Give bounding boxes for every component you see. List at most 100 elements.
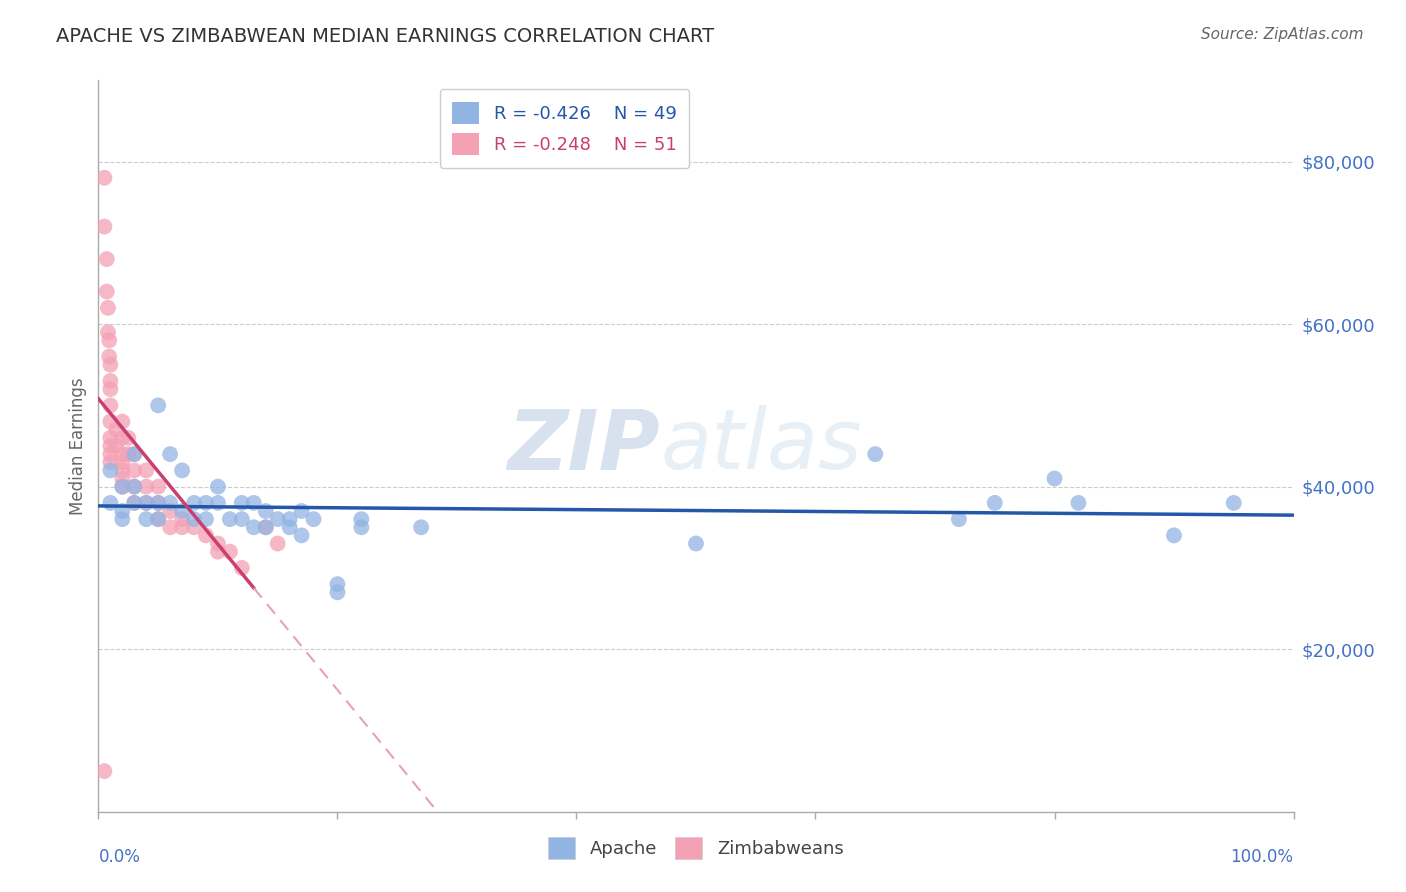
Point <box>219 544 242 558</box>
Point <box>326 585 349 599</box>
Point <box>135 496 157 510</box>
Point <box>983 496 1005 510</box>
Point <box>117 447 139 461</box>
Point <box>302 512 325 526</box>
Point <box>231 512 253 526</box>
Point <box>98 439 122 453</box>
Point <box>231 496 253 510</box>
Text: ZIP: ZIP <box>508 406 661 486</box>
Point <box>105 439 128 453</box>
Point <box>98 455 122 469</box>
Point <box>135 463 157 477</box>
Point <box>135 496 157 510</box>
Point <box>863 447 886 461</box>
Point <box>290 528 312 542</box>
Text: atlas: atlas <box>661 406 862 486</box>
Point <box>1163 528 1185 542</box>
Point <box>124 496 146 510</box>
Point <box>111 480 134 494</box>
Point <box>111 455 134 469</box>
Point <box>326 577 349 591</box>
Point <box>290 504 312 518</box>
Point <box>111 447 134 461</box>
Point <box>350 512 373 526</box>
Point <box>111 463 134 477</box>
Text: APACHE VS ZIMBABWEAN MEDIAN EARNINGS CORRELATION CHART: APACHE VS ZIMBABWEAN MEDIAN EARNINGS COR… <box>56 27 714 45</box>
Text: Source: ZipAtlas.com: Source: ZipAtlas.com <box>1201 27 1364 42</box>
Point <box>111 480 134 494</box>
Point <box>172 504 194 518</box>
Point <box>124 447 146 461</box>
Point <box>411 520 433 534</box>
Point <box>948 512 970 526</box>
Point <box>124 480 146 494</box>
Point <box>111 431 134 445</box>
Point <box>231 561 253 575</box>
Point <box>194 528 217 542</box>
Point <box>124 463 146 477</box>
Point <box>172 520 194 534</box>
Point <box>148 496 170 510</box>
Point <box>254 504 277 518</box>
Point <box>254 520 277 534</box>
Point <box>685 536 707 550</box>
Point <box>207 480 229 494</box>
Point <box>159 520 181 534</box>
Point <box>159 496 181 510</box>
Point <box>219 512 242 526</box>
Point <box>183 512 205 526</box>
Point <box>98 358 122 372</box>
Point <box>183 496 205 510</box>
Point <box>243 520 266 534</box>
Point <box>93 219 115 234</box>
Point <box>159 447 181 461</box>
Point <box>183 520 205 534</box>
Point <box>207 496 229 510</box>
Legend: Apache, Zimbabweans: Apache, Zimbabweans <box>540 829 852 869</box>
Point <box>98 463 122 477</box>
Point <box>159 504 181 518</box>
Point <box>124 496 146 510</box>
Point <box>267 512 290 526</box>
Point <box>148 496 170 510</box>
Point <box>148 480 170 494</box>
Point <box>148 512 170 526</box>
Point <box>124 447 146 461</box>
Point <box>98 447 122 461</box>
Y-axis label: Median Earnings: Median Earnings <box>69 377 87 515</box>
Point <box>117 431 139 445</box>
Point <box>1222 496 1246 510</box>
Point <box>97 301 120 315</box>
Point <box>105 423 128 437</box>
Point <box>97 325 120 339</box>
Point <box>278 512 301 526</box>
Point <box>172 463 194 477</box>
Point <box>1067 496 1090 510</box>
Point <box>267 536 290 550</box>
Point <box>98 431 122 445</box>
Point <box>98 334 121 348</box>
Point <box>172 512 194 526</box>
Point <box>207 544 229 558</box>
Point <box>1043 471 1066 485</box>
Text: 0.0%: 0.0% <box>98 848 141 866</box>
Point <box>350 520 373 534</box>
Point <box>148 398 170 412</box>
Point <box>98 382 122 396</box>
Point <box>135 512 157 526</box>
Point <box>111 512 134 526</box>
Point <box>111 415 134 429</box>
Point <box>98 496 122 510</box>
Text: 100.0%: 100.0% <box>1230 848 1294 866</box>
Point <box>96 252 118 266</box>
Point <box>124 480 146 494</box>
Point <box>98 350 121 364</box>
Point <box>111 471 134 485</box>
Point <box>98 398 122 412</box>
Point <box>254 520 277 534</box>
Point <box>93 170 115 185</box>
Point <box>96 285 118 299</box>
Point <box>207 536 229 550</box>
Point <box>111 504 134 518</box>
Point <box>278 520 301 534</box>
